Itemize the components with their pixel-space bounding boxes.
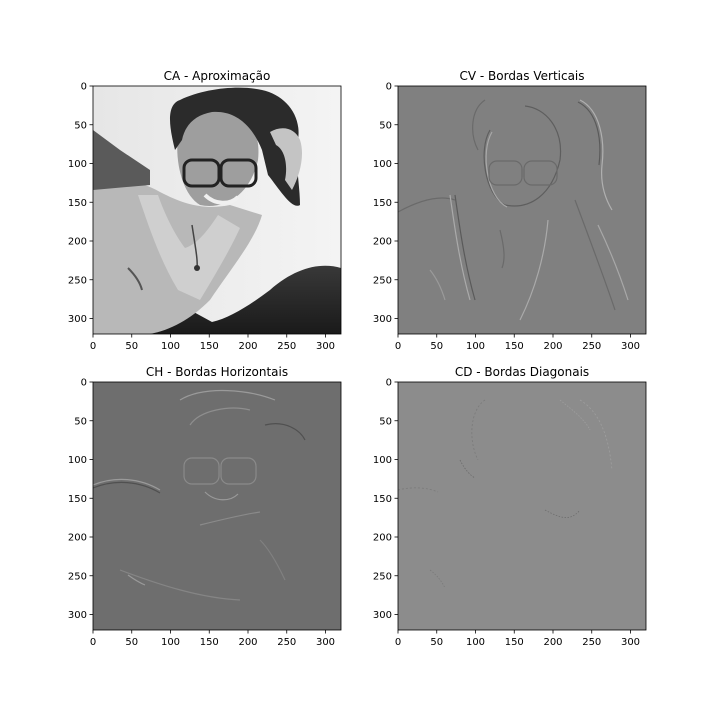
x-tick-label: 200 [543, 341, 562, 352]
x-tick-label: 50 [430, 341, 443, 352]
x-tick-label: 200 [238, 341, 257, 352]
x-tick-label: 100 [466, 341, 485, 352]
x-tick-label: 200 [543, 637, 562, 648]
x-tick-label: 250 [277, 637, 296, 648]
y-axis: 0 50 100 150 200 250 300 [373, 378, 398, 621]
y-tick-label: 0 [81, 82, 87, 93]
panel-ch: CH - Bordas Horizontais 0 50 100 150 200 250 3… [68, 365, 342, 648]
image-horizontal-edges [93, 382, 341, 630]
x-tick-label: 150 [505, 637, 524, 648]
y-tick-label: 300 [373, 610, 392, 621]
x-axis: 0 50 100 150 200 250 300 [90, 630, 335, 648]
y-tick-label: 200 [68, 533, 87, 544]
panel-cv: CV - Bordas Verticais 0 50 [373, 69, 647, 352]
y-tick-label: 100 [373, 159, 392, 170]
y-tick-label: 250 [373, 571, 392, 582]
y-tick-label: 0 [386, 82, 392, 93]
y-axis: 0 50 100 150 200 250 300 [68, 82, 93, 325]
y-tick-label: 150 [68, 198, 87, 209]
x-tick-label: 250 [277, 341, 296, 352]
x-tick-label: 50 [125, 341, 138, 352]
y-tick-label: 0 [81, 378, 87, 389]
y-tick-label: 100 [68, 159, 87, 170]
y-axis: 0 50 100 150 200 250 300 [373, 82, 398, 325]
x-axis: 0 50 100 150 200 250 300 [90, 334, 335, 352]
x-axis: 0 50 100 150 200 250 300 [395, 630, 640, 648]
image-vertical-edges [398, 86, 646, 334]
y-tick-label: 250 [68, 571, 87, 582]
x-tick-label: 300 [621, 637, 640, 648]
panel-title: CA - Aproximação [164, 69, 271, 83]
y-tick-label: 300 [68, 314, 87, 325]
x-tick-label: 200 [238, 637, 257, 648]
panel-ca: CA - Aproximação 0 50 100 150 200 250 300 0 50 1… [68, 69, 342, 352]
x-tick-label: 300 [316, 637, 335, 648]
x-tick-label: 50 [125, 637, 138, 648]
image-diagonal-edges [398, 382, 646, 630]
x-tick-label: 300 [621, 341, 640, 352]
y-tick-label: 50 [74, 120, 87, 131]
x-tick-label: 100 [161, 341, 180, 352]
x-tick-label: 100 [466, 637, 485, 648]
y-tick-label: 250 [68, 275, 87, 286]
x-tick-label: 0 [395, 341, 401, 352]
x-tick-label: 0 [90, 341, 96, 352]
x-tick-label: 250 [582, 341, 601, 352]
y-tick-label: 150 [373, 494, 392, 505]
panel-title: CH - Bordas Horizontais [146, 365, 288, 379]
x-tick-label: 50 [430, 637, 443, 648]
x-tick-label: 0 [395, 637, 401, 648]
x-tick-label: 0 [90, 637, 96, 648]
y-tick-label: 50 [74, 416, 87, 427]
y-tick-label: 300 [68, 610, 87, 621]
y-tick-label: 100 [373, 455, 392, 466]
y-tick-label: 200 [373, 237, 392, 248]
image-approximation [93, 86, 341, 334]
y-tick-label: 0 [386, 378, 392, 389]
y-tick-label: 150 [68, 494, 87, 505]
x-tick-label: 150 [200, 341, 219, 352]
x-tick-label: 300 [316, 341, 335, 352]
y-tick-label: 150 [373, 198, 392, 209]
y-tick-label: 300 [373, 314, 392, 325]
x-tick-label: 100 [161, 637, 180, 648]
y-tick-label: 100 [68, 455, 87, 466]
y-tick-label: 50 [379, 416, 392, 427]
y-axis: 0 50 100 150 200 250 300 [68, 378, 93, 621]
x-tick-label: 150 [505, 341, 524, 352]
x-tick-label: 250 [582, 637, 601, 648]
panel-title: CV - Bordas Verticais [459, 69, 584, 83]
x-tick-label: 150 [200, 637, 219, 648]
panel-cd: CD - Bordas Diagonais 0 50 100 150 200 250 300… [373, 365, 647, 648]
panel-title: CD - Bordas Diagonais [455, 365, 589, 379]
y-tick-label: 200 [68, 237, 87, 248]
y-tick-label: 250 [373, 275, 392, 286]
x-axis: 0 50 100 150 200 250 300 [395, 334, 640, 352]
y-tick-label: 50 [379, 120, 392, 131]
y-tick-label: 200 [373, 533, 392, 544]
